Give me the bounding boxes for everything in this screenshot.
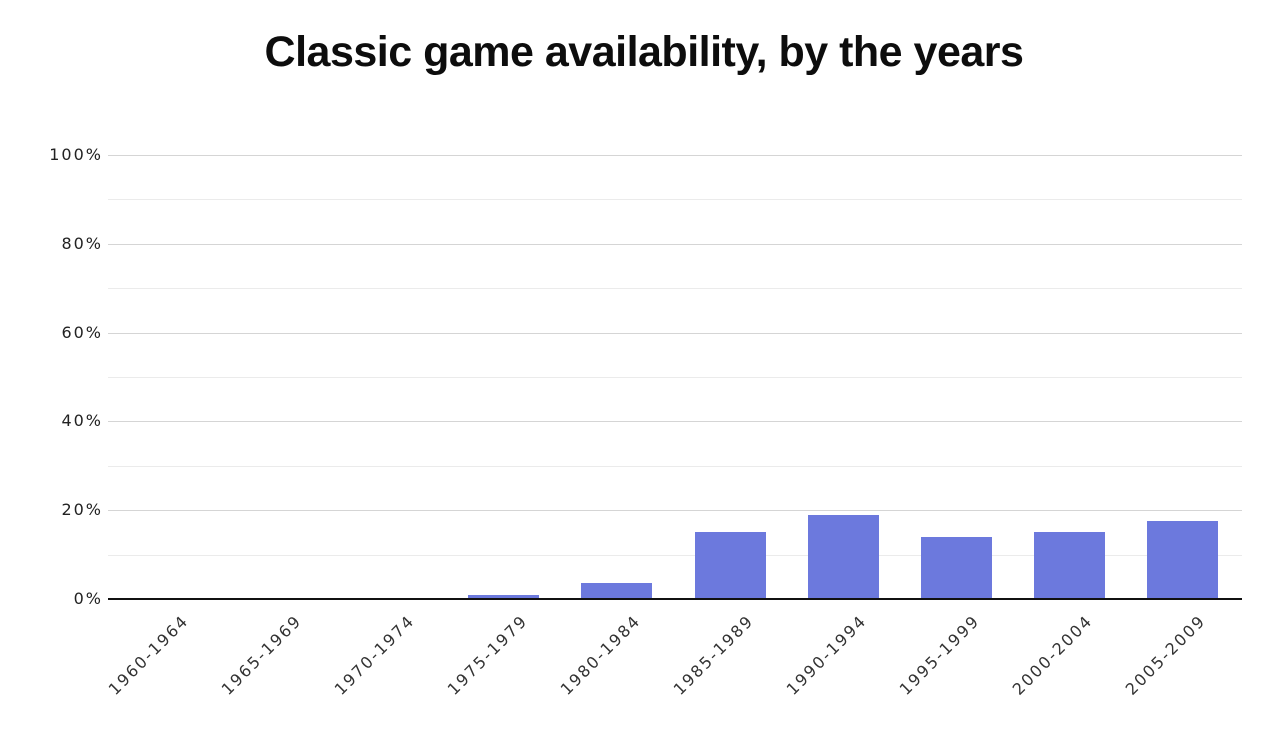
gridline-10-percent: [108, 555, 1242, 556]
gridline-100-percent: [108, 155, 1242, 156]
x-tick-label-1970-1974: 1970-1974: [330, 611, 419, 699]
x-tick-label-1975-1979: 1975-1979: [443, 611, 532, 699]
y-tick-label-80-percent: 80%: [61, 234, 103, 253]
y-tick-label-60-percent: 60%: [61, 323, 103, 342]
y-tick-label-40-percent: 40%: [61, 411, 103, 430]
x-axis-line: [108, 598, 1242, 600]
bar-1980-1984: [581, 583, 652, 599]
bar-2005-2009: [1147, 521, 1218, 599]
gridline-60-percent: [108, 333, 1242, 334]
bar-2000-2004: [1034, 532, 1105, 599]
gridline-50-percent: [108, 377, 1242, 378]
x-tick-label-2005-2009: 2005-2009: [1121, 611, 1210, 699]
bar-1990-1994: [808, 515, 879, 599]
x-tick-label-1990-1994: 1990-1994: [782, 611, 871, 699]
x-tick-label-1995-1999: 1995-1999: [895, 611, 984, 699]
x-tick-label-1980-1984: 1980-1984: [556, 611, 645, 699]
bar-1995-1999: [921, 537, 992, 599]
x-tick-label-1985-1989: 1985-1989: [669, 611, 758, 699]
bar-1975-1979: [468, 595, 539, 599]
y-tick-label-20-percent: 20%: [61, 500, 103, 519]
gridline-90-percent: [108, 199, 1242, 200]
x-tick-label-1960-1964: 1960-1964: [104, 611, 193, 699]
gridline-40-percent: [108, 421, 1242, 422]
chart-title: Classic game availability, by the years: [264, 28, 1024, 76]
y-tick-label-0-percent: 0%: [73, 589, 103, 608]
bar-1985-1989: [695, 532, 766, 599]
gridline-70-percent: [108, 288, 1242, 289]
gridline-20-percent: [108, 510, 1242, 511]
y-tick-label-100-percent: 100%: [49, 145, 103, 164]
gridline-30-percent: [108, 466, 1242, 467]
x-tick-label-1965-1969: 1965-1969: [217, 611, 306, 699]
gridline-80-percent: [108, 244, 1242, 245]
x-tick-label-2000-2004: 2000-2004: [1008, 611, 1097, 699]
